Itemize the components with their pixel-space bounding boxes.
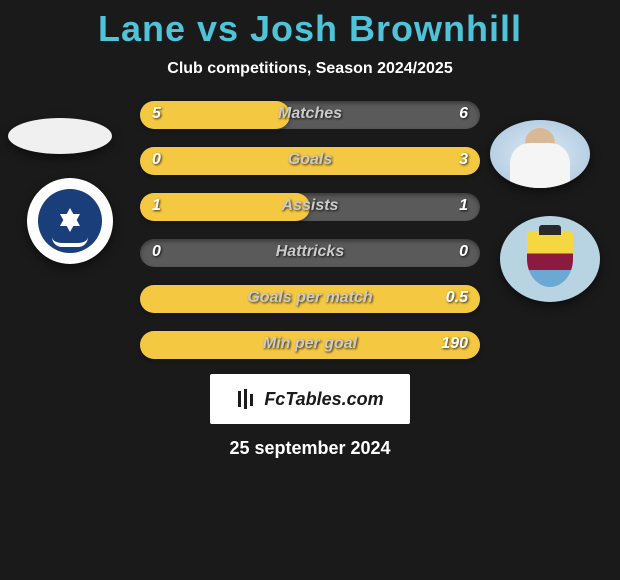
stat-right-value: 1	[459, 197, 468, 215]
stat-row-matches: 5 Matches 6	[140, 98, 480, 132]
page-title: Lane vs Josh Brownhill	[0, 0, 620, 50]
stat-right-value: 3	[459, 151, 468, 169]
stat-left-value: 0	[152, 151, 161, 169]
footer-date: 25 september 2024	[0, 438, 620, 459]
stat-row-assists: 1 Assists 1	[140, 190, 480, 224]
footer-brand-text: FcTables.com	[264, 389, 383, 410]
stat-left-value: 5	[152, 105, 161, 123]
stat-right-value: 0.5	[446, 289, 468, 307]
stats-area: 5 Matches 6 0 Goals 3 1 Assists 1 0 Hatt…	[0, 98, 620, 362]
stat-label: Goals per match	[140, 289, 480, 307]
stat-row-goals: 0 Goals 3	[140, 144, 480, 178]
stat-label: Min per goal	[140, 335, 480, 353]
stat-row-mpg: Min per goal 190	[140, 328, 480, 362]
stat-right-value: 6	[459, 105, 468, 123]
stat-right-value: 190	[441, 335, 468, 353]
page-subtitle: Club competitions, Season 2024/2025	[0, 60, 620, 78]
stat-label: Goals	[140, 151, 480, 169]
stat-label: Assists	[140, 197, 480, 215]
stat-label: Matches	[140, 105, 480, 123]
stat-left-value: 1	[152, 197, 161, 215]
stat-right-value: 0	[459, 243, 468, 261]
stat-row-gpm: Goals per match 0.5	[140, 282, 480, 316]
stat-row-hattricks: 0 Hattricks 0	[140, 236, 480, 270]
stat-left-value: 0	[152, 243, 161, 261]
fctables-logo-icon	[236, 388, 258, 410]
stat-label: Hattricks	[140, 243, 480, 261]
footer-brand-badge: FcTables.com	[210, 374, 410, 424]
